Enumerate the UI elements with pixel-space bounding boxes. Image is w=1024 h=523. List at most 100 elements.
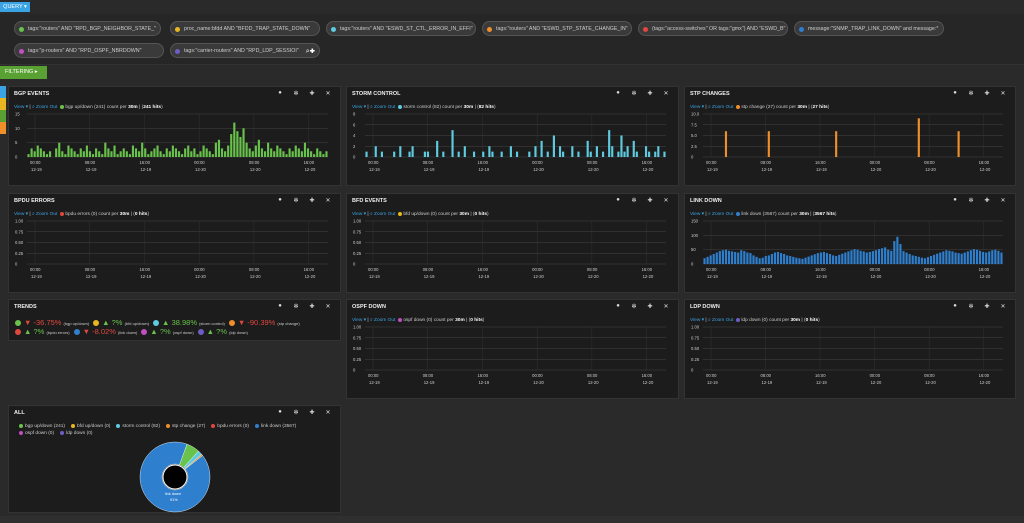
- chart-bar[interactable]: [48, 151, 52, 157]
- view-menu[interactable]: View ▾: [14, 105, 29, 110]
- chart-bar[interactable]: [291, 151, 294, 157]
- chart-bar[interactable]: [966, 251, 969, 264]
- chart-bar[interactable]: [230, 134, 233, 157]
- chart-bar[interactable]: [488, 146, 491, 157]
- chart-bar[interactable]: [67, 145, 70, 157]
- chart-bar[interactable]: [257, 139, 260, 157]
- query-pill[interactable]: proc_name:bfdd AND "BFDD_TRAP_STATE_DOWN…: [170, 21, 320, 36]
- chart-bar[interactable]: [211, 154, 214, 157]
- info-icon[interactable]: ●: [616, 303, 620, 309]
- chart-bar[interactable]: [801, 258, 804, 264]
- chart-bar[interactable]: [98, 151, 101, 157]
- chart-bar[interactable]: [260, 148, 264, 157]
- series-label[interactable]: link down (3567): [741, 212, 777, 217]
- move-icon[interactable]: ✚: [647, 91, 653, 97]
- zoom-out-button[interactable]: Zoom Out: [712, 105, 734, 110]
- chart-bar[interactable]: [957, 131, 960, 157]
- chart-bar[interactable]: [899, 243, 902, 264]
- view-menu[interactable]: View ▾: [352, 318, 367, 323]
- series-label[interactable]: stp change (27): [741, 105, 775, 110]
- chart-bar[interactable]: [859, 250, 862, 264]
- query-color-dot[interactable]: [19, 49, 24, 54]
- info-icon[interactable]: ●: [616, 197, 620, 203]
- query-pill[interactable]: tags:"routers" AND "ESWD_ST_CTL_ERROR_IN…: [326, 21, 476, 36]
- chart-bar[interactable]: [224, 151, 227, 157]
- chart-bar[interactable]: [27, 154, 30, 157]
- chart-bar[interactable]: [838, 254, 841, 264]
- chart-bar[interactable]: [994, 249, 997, 264]
- chart-bar[interactable]: [734, 251, 737, 264]
- chart-bar[interactable]: [856, 249, 859, 264]
- chart-bar[interactable]: [147, 154, 150, 157]
- chart-bar[interactable]: [165, 148, 168, 157]
- query-text[interactable]: tags:"carrier-routers" AND "RPD_LDP_SESS…: [184, 48, 299, 54]
- chart-bar[interactable]: [721, 250, 724, 264]
- chart-bar[interactable]: [825, 253, 829, 264]
- zoom-out-icon[interactable]: ⌕: [707, 318, 713, 323]
- chart-bar[interactable]: [205, 148, 208, 157]
- chart-bar[interactable]: [635, 151, 638, 157]
- chart-bar[interactable]: [819, 252, 822, 264]
- query-pill[interactable]: tags:"routers" AND "ESWD_STP_STATE_CHANG…: [482, 21, 632, 36]
- chart-bar[interactable]: [288, 148, 291, 157]
- chart-bar[interactable]: [835, 255, 838, 264]
- chart-bar[interactable]: [270, 148, 273, 157]
- view-menu[interactable]: View ▾: [690, 212, 705, 217]
- chart-bar[interactable]: [865, 252, 868, 264]
- gear-icon[interactable]: ✻: [631, 198, 637, 204]
- chart-bar[interactable]: [752, 255, 755, 264]
- chart-bar[interactable]: [316, 148, 319, 157]
- info-icon[interactable]: ●: [278, 90, 282, 96]
- chart-bar[interactable]: [586, 140, 589, 157]
- view-menu[interactable]: View ▾: [352, 105, 367, 110]
- chart-bar[interactable]: [279, 148, 282, 157]
- chart-bar[interactable]: [923, 258, 927, 264]
- chart-bar[interactable]: [562, 151, 565, 157]
- view-menu[interactable]: View ▾: [352, 212, 367, 217]
- chart-bar[interactable]: [893, 241, 896, 264]
- chart-bar[interactable]: [76, 154, 79, 157]
- chart-bar[interactable]: [611, 146, 614, 157]
- gear-icon[interactable]: ✻: [968, 304, 974, 310]
- chart-bar[interactable]: [724, 249, 728, 264]
- chart-bar[interactable]: [436, 140, 439, 157]
- gear-icon[interactable]: ✻: [293, 410, 299, 416]
- query-color-dot[interactable]: [331, 27, 336, 32]
- chart-bar[interactable]: [807, 256, 810, 264]
- zoom-out-button[interactable]: Zoom Out: [374, 212, 396, 217]
- query-color-dot[interactable]: [799, 27, 804, 32]
- chart-bar[interactable]: [724, 131, 728, 157]
- chart-bar[interactable]: [712, 253, 715, 264]
- chart-bar[interactable]: [171, 145, 174, 157]
- chart-bar[interactable]: [88, 151, 92, 157]
- query-text[interactable]: proc_name:bfdd AND "BFDD_TRAP_STATE_DOWN…: [184, 26, 311, 32]
- chart-bar[interactable]: [546, 151, 549, 157]
- info-icon[interactable]: ●: [953, 90, 957, 96]
- pie-slice[interactable]: [139, 441, 211, 513]
- chart-bar[interactable]: [644, 146, 648, 157]
- chart-bar[interactable]: [758, 258, 761, 264]
- chart-bar[interactable]: [380, 151, 383, 157]
- chart-bar[interactable]: [552, 135, 555, 158]
- chart-bar[interactable]: [945, 250, 948, 264]
- chart-bar[interactable]: [181, 154, 184, 157]
- chart-bar[interactable]: [740, 250, 743, 264]
- chart-bar[interactable]: [975, 249, 979, 264]
- zoom-out-button[interactable]: Zoom Out: [712, 318, 734, 323]
- chart-bar[interactable]: [648, 151, 651, 157]
- chart-bar[interactable]: [42, 151, 45, 157]
- chart-bar[interactable]: [835, 131, 838, 157]
- chart-bar[interactable]: [877, 249, 881, 264]
- query-tab[interactable]: QUERY ▾: [0, 2, 30, 12]
- chart-bar[interactable]: [122, 148, 125, 157]
- info-icon[interactable]: ●: [278, 197, 282, 203]
- chart-bar[interactable]: [457, 151, 460, 157]
- chart-bar[interactable]: [233, 122, 236, 157]
- chart-bar[interactable]: [908, 253, 911, 264]
- chart-bar[interactable]: [138, 151, 141, 157]
- chart-bar[interactable]: [749, 253, 752, 264]
- legend-label[interactable]: bpdu errors (0): [217, 424, 250, 429]
- chart-bar[interactable]: [463, 146, 466, 157]
- chart-bar[interactable]: [184, 148, 187, 157]
- chart-bar[interactable]: [36, 145, 39, 157]
